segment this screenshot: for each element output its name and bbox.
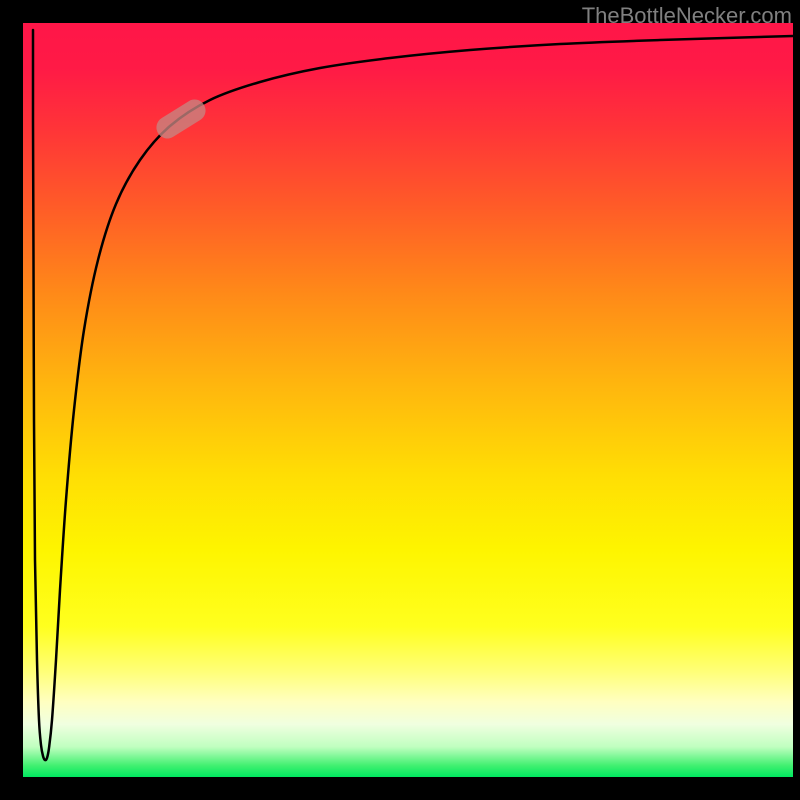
plot-area <box>23 23 793 777</box>
chart-canvas: TheBottleNecker.com <box>0 0 800 800</box>
watermark-text: TheBottleNecker.com <box>582 3 792 29</box>
